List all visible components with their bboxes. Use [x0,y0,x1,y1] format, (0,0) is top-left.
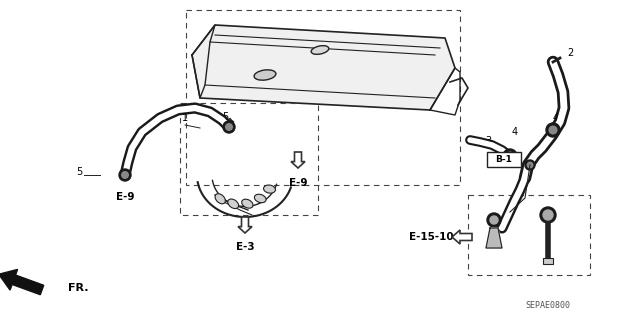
Circle shape [226,124,232,130]
Text: B-1: B-1 [495,155,513,165]
Polygon shape [291,152,305,168]
Circle shape [487,213,501,227]
Circle shape [490,216,498,224]
Ellipse shape [264,185,275,193]
Circle shape [122,172,128,178]
Polygon shape [486,228,502,248]
Bar [186,10,460,185]
Text: E-9: E-9 [289,178,307,188]
Text: 2: 2 [567,48,573,58]
Ellipse shape [254,194,266,203]
Bar [543,258,553,264]
Text: E-9: E-9 [116,192,134,202]
Polygon shape [238,217,252,233]
Polygon shape [192,25,455,110]
Text: E-15-10: E-15-10 [410,232,454,242]
Circle shape [525,160,535,170]
Text: 5: 5 [222,112,228,122]
Text: SEPAE0800: SEPAE0800 [525,300,570,309]
Ellipse shape [254,70,276,80]
Circle shape [506,152,514,160]
Text: E-3: E-3 [236,242,254,252]
Circle shape [546,123,560,137]
Circle shape [543,210,553,220]
Text: 5: 5 [76,167,82,177]
Bar [468,195,590,275]
Circle shape [540,207,556,223]
Circle shape [527,162,532,168]
Circle shape [503,149,517,163]
Polygon shape [0,270,44,295]
Ellipse shape [242,199,253,208]
Polygon shape [452,230,472,244]
Circle shape [549,126,557,134]
Ellipse shape [228,199,239,209]
Text: FR.: FR. [68,283,88,293]
Text: 1: 1 [182,113,188,123]
Bar [180,103,318,215]
Text: 4: 4 [553,113,559,123]
Circle shape [223,121,235,133]
Ellipse shape [215,194,225,204]
FancyBboxPatch shape [487,152,521,167]
Ellipse shape [311,46,329,54]
Text: 4: 4 [512,127,518,137]
Circle shape [119,169,131,181]
Text: 3: 3 [485,136,491,146]
